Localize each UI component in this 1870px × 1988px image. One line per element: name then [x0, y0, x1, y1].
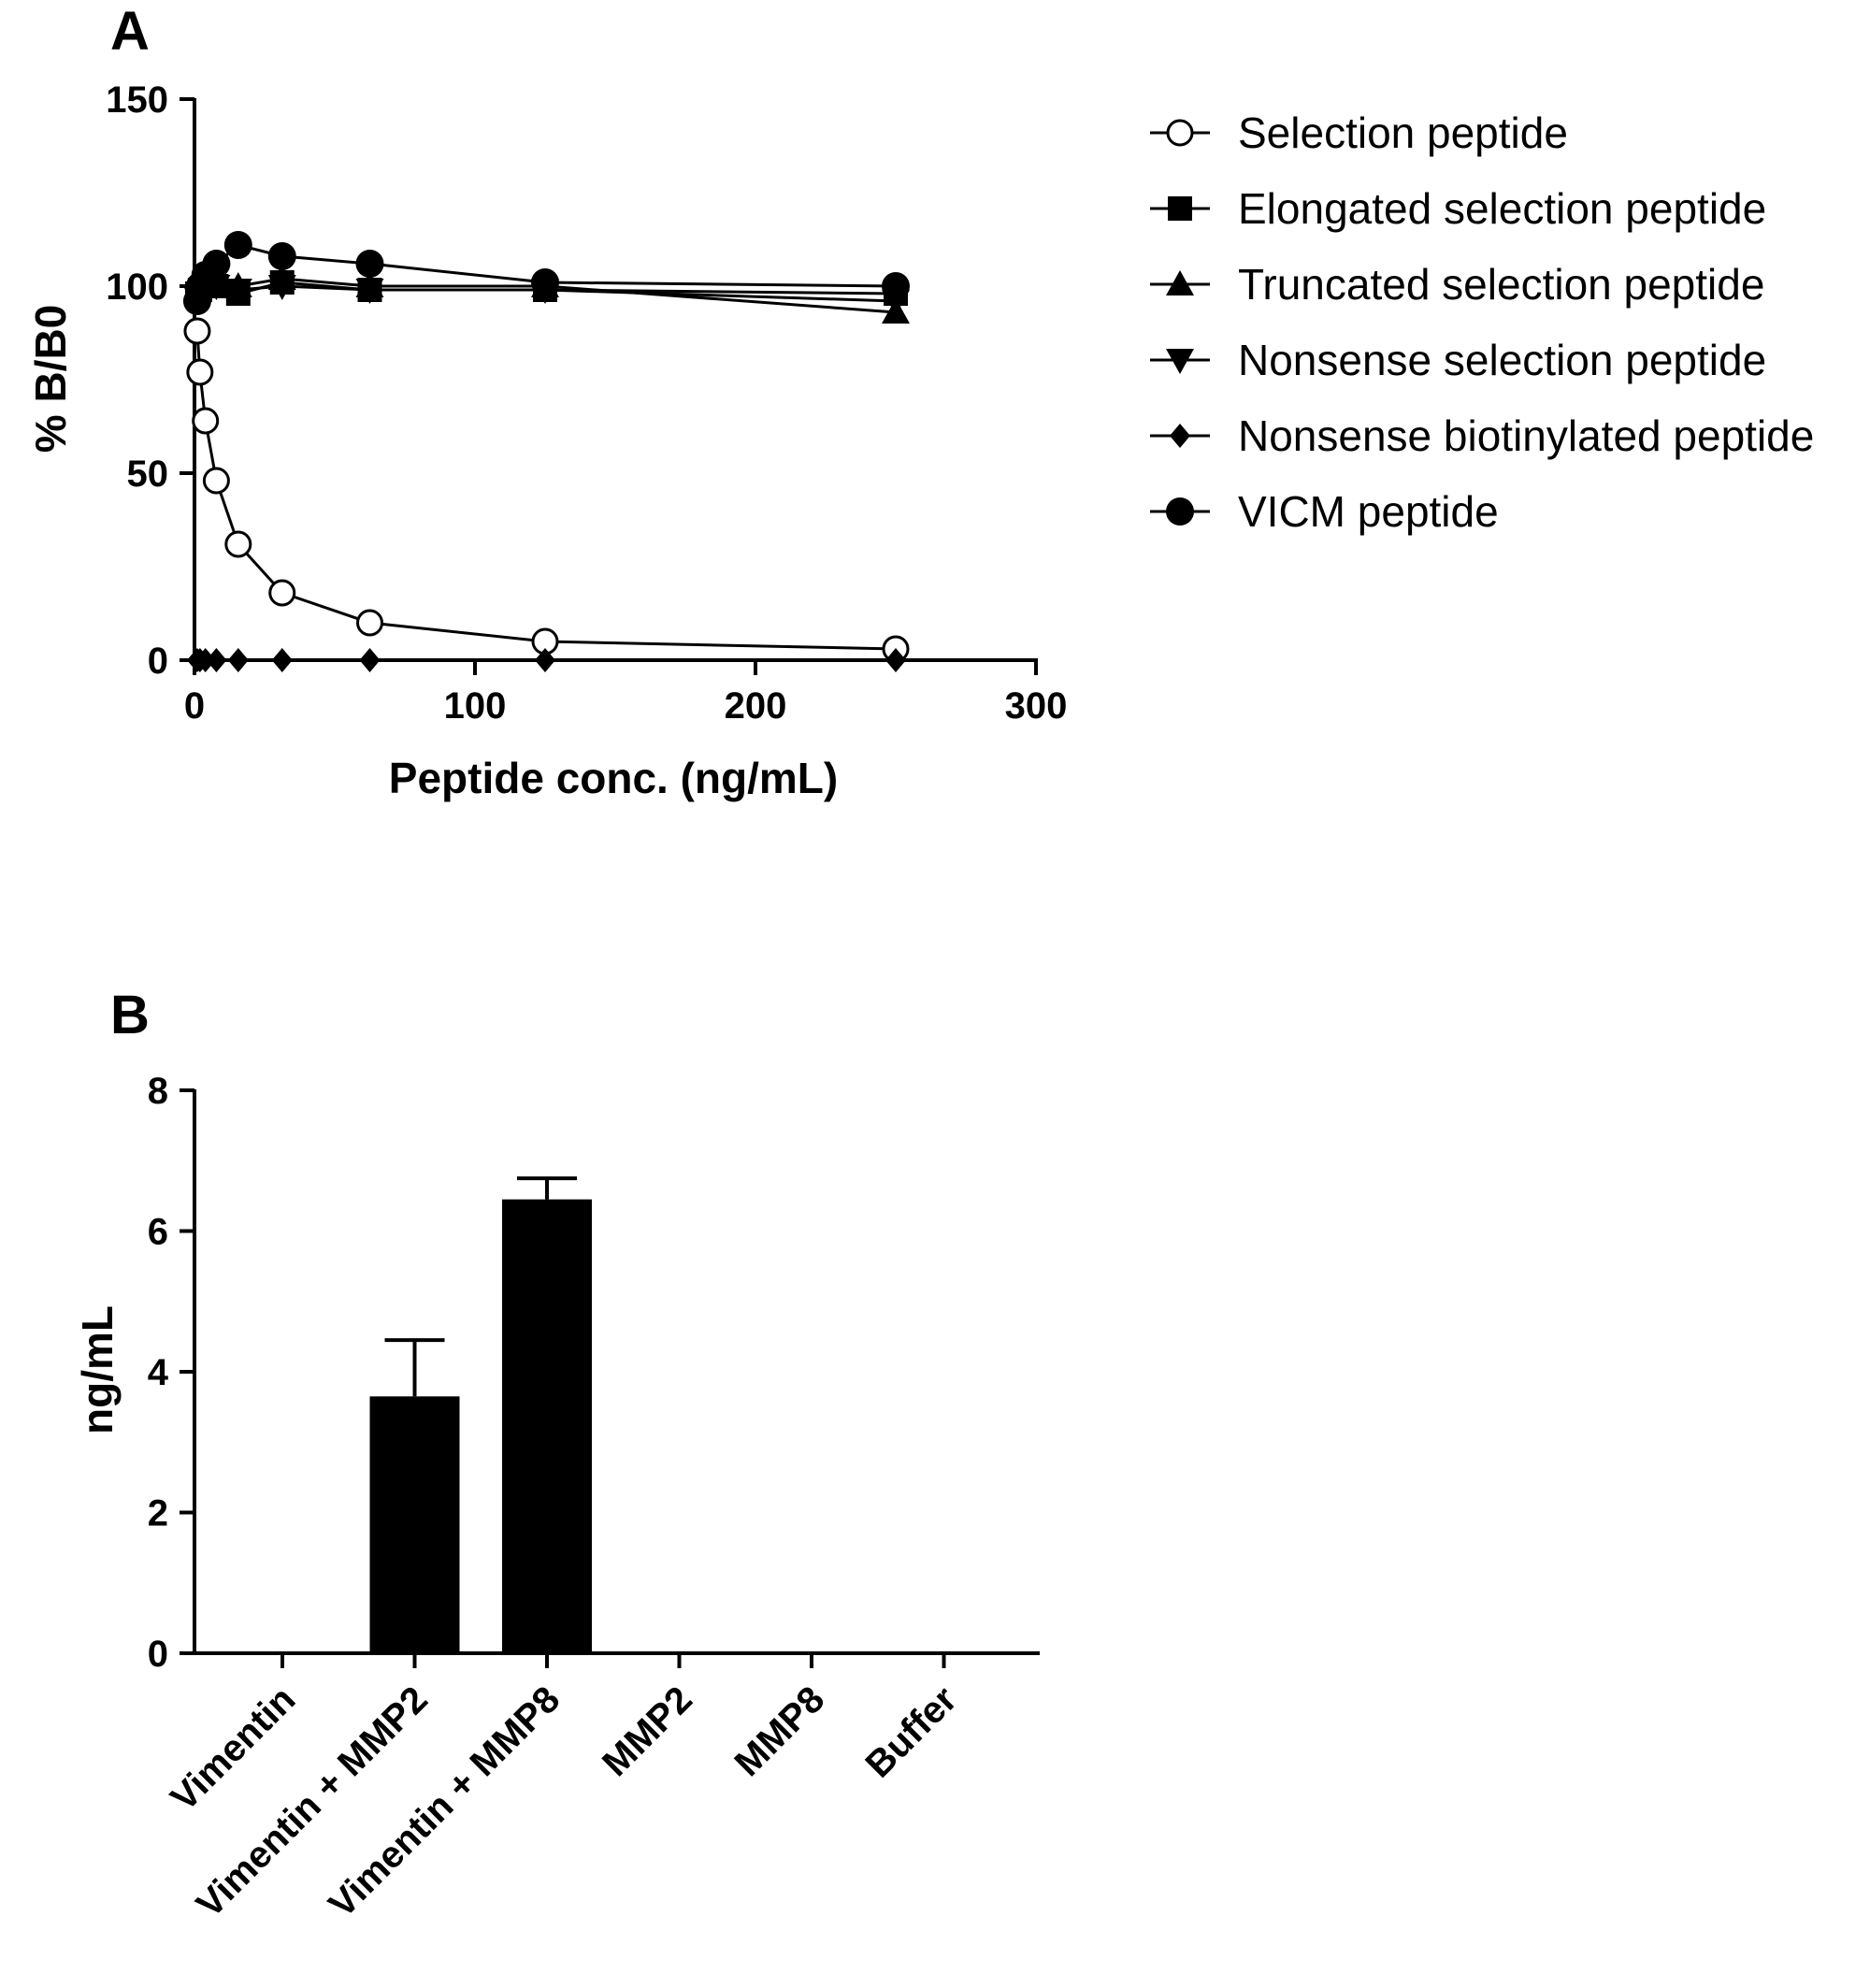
series-nonsense-biotinylated-peptide — [186, 648, 906, 672]
panel-b-y-tick-label: 2 — [148, 1493, 168, 1534]
legend-label: Selection peptide — [1238, 108, 1568, 157]
panel-b-letter: B — [110, 985, 150, 1045]
category-label-vimentin: Vimentin — [163, 1678, 303, 1819]
data-point — [202, 250, 231, 278]
panel-a-y-tick-label: 0 — [148, 641, 168, 682]
panel-a-x-tick-label: 200 — [725, 685, 787, 727]
legend-item-elongated-selection-peptide: Elongated selection peptide — [1150, 184, 1766, 233]
panel-b-y-tick-label: 0 — [148, 1634, 168, 1675]
data-point — [359, 648, 381, 672]
panel-a-letter: A — [110, 1, 150, 62]
category-label-vimentin-mmp2: Vimentin + MMP2 — [189, 1678, 436, 1925]
category-label-mmp2: MMP2 — [595, 1678, 700, 1784]
data-point — [194, 648, 216, 672]
legend-marker — [1168, 196, 1192, 221]
data-point — [267, 242, 296, 270]
data-point — [186, 358, 214, 386]
legend-label: Nonsense selection peptide — [1238, 336, 1766, 384]
data-point — [355, 279, 384, 304]
panel-b-y-tick-label: 4 — [148, 1352, 169, 1393]
legend-marker — [1166, 119, 1194, 147]
panel-b-y-tick-label: 6 — [148, 1212, 168, 1253]
panel-a-y-tick-label: 50 — [127, 454, 169, 495]
legend-marker — [1166, 497, 1194, 526]
panel-a-x-tick-label: 100 — [444, 685, 507, 727]
data-point — [183, 317, 211, 345]
data-point — [267, 275, 296, 300]
series-vicm-peptide — [182, 231, 910, 315]
data-point — [227, 648, 249, 672]
data-point — [223, 279, 252, 304]
data-point — [202, 467, 230, 495]
bar-vimentin-mmp8 — [502, 1199, 592, 1653]
panel-a-legend: Selection peptide Elongated selection pep… — [1150, 108, 1814, 536]
series-line — [195, 330, 897, 651]
legend-marker — [1170, 424, 1190, 448]
panel-b-y-title: ng/mL — [73, 1305, 122, 1434]
panel-b-y-tick-label: 8 — [148, 1071, 168, 1112]
panel-a-x-tick-label: 0 — [184, 685, 205, 727]
category-label-buffer: Buffer — [857, 1678, 964, 1785]
legend-label: Truncated selection peptide — [1238, 260, 1764, 309]
data-point — [268, 579, 296, 607]
panel-a-y-title: % B/B0 — [26, 305, 75, 453]
panel-a-x-tick-label: 300 — [1005, 685, 1068, 727]
panel-a-x-title: Peptide conc. (ng/mL) — [389, 754, 838, 802]
legend-item-nonsense-biotinylated-peptide: Nonsense biotinylated peptide — [1150, 411, 1814, 460]
data-point — [224, 530, 252, 558]
legend-item-selection-peptide: Selection peptide — [1150, 108, 1568, 157]
legend-item-truncated-selection-peptide: Truncated selection peptide — [1150, 260, 1764, 309]
data-point — [535, 648, 555, 672]
data-point — [356, 609, 383, 637]
series-selection-peptide — [183, 317, 910, 663]
legend-item-nonsense-selection-peptide: Nonsense selection peptide — [1150, 336, 1766, 384]
data-point — [192, 407, 220, 435]
bar-vimentin-mmp2 — [369, 1396, 460, 1653]
data-point — [531, 268, 559, 296]
legend-item-vicm-peptide: VICM peptide — [1150, 487, 1499, 536]
category-label-vimentin-mmp8: Vimentin + MMP8 — [321, 1678, 568, 1925]
legend-label: VICM peptide — [1238, 487, 1499, 536]
panel-a-y-tick-label: 100 — [106, 267, 168, 308]
data-point — [882, 272, 910, 300]
panel-a: A 0 100 200 300 0 50 100 150 Peptide conc. (ng/… — [26, 1, 1814, 802]
category-label-mmp8: MMP8 — [727, 1678, 833, 1784]
data-point — [355, 250, 384, 278]
data-point — [223, 231, 252, 259]
data-point — [206, 648, 227, 672]
data-point — [271, 648, 293, 672]
legend-marker — [1166, 349, 1194, 374]
data-point — [885, 648, 906, 672]
legend-label: Elongated selection peptide — [1238, 184, 1766, 233]
panel-a-y-tick-label: 150 — [106, 79, 168, 121]
legend-label: Nonsense biotinylated peptide — [1238, 411, 1814, 460]
legend-marker — [1166, 270, 1194, 295]
